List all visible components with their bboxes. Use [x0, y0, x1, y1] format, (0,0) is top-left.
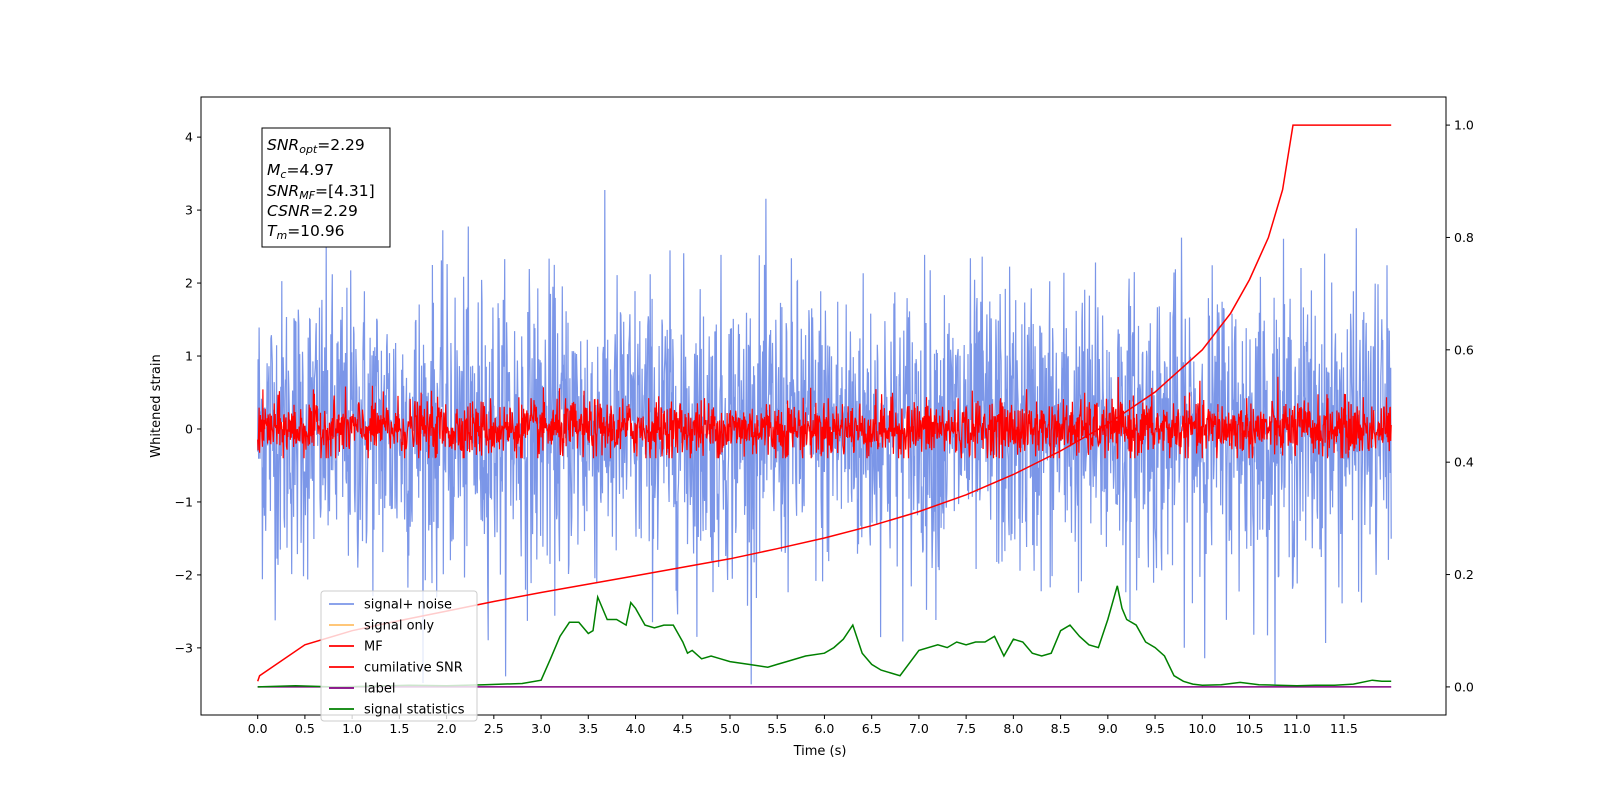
- x-tick-label: 10.0: [1188, 721, 1216, 736]
- y-right-tick-label: 0.0: [1454, 679, 1474, 694]
- series-line-mf: [257, 376, 1392, 460]
- y-left-tick-label: −2: [175, 567, 193, 582]
- y-left-tick-label: −3: [175, 640, 193, 655]
- legend-label: cumilative SNR: [364, 661, 463, 676]
- x-tick-label: 1.5: [389, 721, 409, 736]
- y-right-tick-label: 0.4: [1454, 455, 1474, 470]
- x-tick-label: 6.0: [814, 721, 834, 736]
- legend-label: signal+ noise: [364, 598, 452, 613]
- legend-label: label: [364, 682, 395, 697]
- info-tm-label: T: [267, 222, 278, 240]
- x-axis: 0.0 0.5 1.0 1.5 2.0 2.5 3.0 3.5 4.0 4.5 5.0 5.5 6.0 6…: [248, 715, 1358, 736]
- x-tick-label: 6.5: [862, 721, 882, 736]
- info-snr-mf-label: SNR: [267, 182, 299, 200]
- x-tick-label: 4.5: [673, 721, 693, 736]
- legend-label: MF: [364, 640, 383, 655]
- y-right-tick-label: 0.8: [1454, 230, 1474, 245]
- x-tick-label: 8.0: [1003, 721, 1023, 736]
- x-tick-label: 2.0: [437, 721, 457, 736]
- y-left-tick-label: 3: [185, 203, 193, 218]
- x-tick-label: 3.0: [531, 721, 551, 736]
- info-csnr: CSNR=2.29: [267, 202, 358, 220]
- legend-frame: [320, 590, 478, 722]
- series-line-signal-statistics: [257, 585, 1392, 688]
- plot-frame: [200, 96, 1447, 716]
- x-tick-label: 10.5: [1236, 721, 1264, 736]
- y-left-tick-label: −1: [175, 494, 193, 509]
- x-tick-label: 0.0: [248, 721, 268, 736]
- x-tick-label: 9.5: [1145, 721, 1165, 736]
- y-left-tick-label: 2: [185, 276, 193, 291]
- info-mc-label: M: [267, 161, 280, 179]
- legend-label: signal statistics: [364, 703, 465, 718]
- info-snr-opt-sub: opt: [299, 143, 318, 156]
- info-mc-value: =4.97: [286, 161, 334, 179]
- x-tick-label: 11.0: [1283, 721, 1311, 736]
- x-tick-label: 11.5: [1330, 721, 1358, 736]
- info-tm: Tm=10.96: [267, 222, 345, 242]
- x-tick-label: 5.0: [720, 721, 740, 736]
- x-axis-title: Time (s): [793, 744, 847, 759]
- x-tick-label: 7.5: [956, 721, 976, 736]
- x-tick-label: 7.0: [909, 721, 929, 736]
- info-mc-sub: c: [280, 168, 286, 181]
- x-tick-label: 9.0: [1098, 721, 1118, 736]
- y-right-tick-label: 0.6: [1454, 342, 1474, 357]
- x-tick-label: 3.5: [578, 721, 598, 736]
- y-right-tick-label: 0.2: [1454, 567, 1474, 582]
- y-axis-left: 4 3 2 1 0 −1 −2 −3: [175, 130, 201, 655]
- x-tick-label: 8.5: [1051, 721, 1071, 736]
- y-axis-title: Whitened strain: [149, 354, 164, 457]
- info-snr-opt: SNRopt=2.29: [267, 136, 365, 156]
- y-left-tick-label: 0: [185, 421, 193, 436]
- info-csnr-label: CSNR: [267, 202, 310, 220]
- y-axis-right: 1.0 0.8 0.6 0.4 0.2 0.0: [1446, 118, 1474, 694]
- legend-items: signal+ noise signal only MF cumilative SNR…: [329, 598, 465, 718]
- info-snr-mf-sub: MF: [299, 189, 315, 202]
- info-box-frame: [261, 127, 391, 248]
- y-right-tick-label: 1.0: [1454, 118, 1474, 133]
- info-snr-opt-label: SNR: [267, 136, 299, 154]
- info-tm-value: =10.96: [287, 222, 344, 240]
- x-tick-label: 5.5: [767, 721, 787, 736]
- info-mc: Mc=4.97: [267, 161, 334, 181]
- legend-label: signal only: [364, 619, 434, 634]
- info-tm-sub: m: [276, 229, 287, 242]
- info-csnr-value: =2.29: [310, 202, 358, 220]
- legend: signal+ noise signal only MF cumilative SNR…: [320, 590, 478, 722]
- series-signal-statistics: [257, 585, 1392, 688]
- info-snr-mf: SNRMF=[4.31]: [267, 182, 375, 202]
- series-mf: [257, 376, 1392, 460]
- x-tick-label: 2.5: [484, 721, 504, 736]
- x-tick-label: 4.0: [626, 721, 646, 736]
- y-left-tick-label: 1: [185, 349, 193, 364]
- x-tick-label: 1.0: [342, 721, 362, 736]
- info-snr-mf-value: =[4.31]: [315, 182, 375, 200]
- y-left-tick-label: 4: [185, 130, 193, 145]
- x-tick-label: 0.5: [295, 721, 315, 736]
- info-box: SNRopt=2.29 Mc=4.97 SNRMF=[4.31] CSNR=2.…: [261, 127, 391, 248]
- info-snr-opt-value: =2.29: [317, 136, 365, 154]
